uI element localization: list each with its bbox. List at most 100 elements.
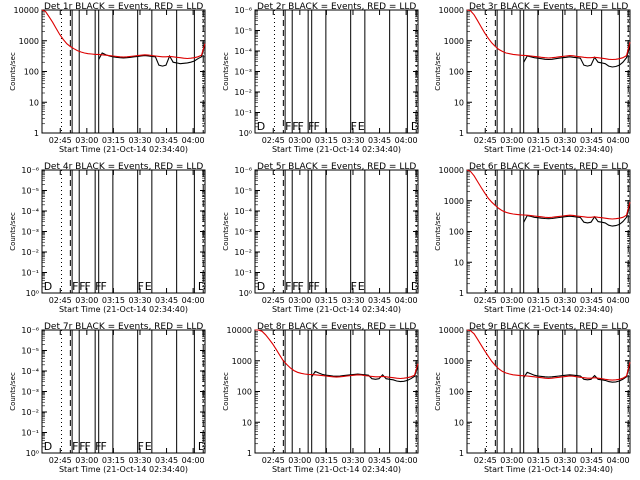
x-tick-label: 03:00	[75, 136, 98, 145]
x-tick-label: 03:15	[315, 136, 338, 145]
y-tick-label: 10⁻⁵	[234, 187, 252, 196]
flag-label: F	[138, 280, 144, 293]
panel-det-9r: Det 9r BLACK = Events, RED = LLD 1 10 100 10…	[434, 322, 631, 474]
panel-det-7r: Det 7r BLACK = Events, RED = LLD 10⁰ 10⁻¹ 1…	[9, 322, 206, 474]
flag-label: D	[411, 280, 419, 293]
flag-label: D	[257, 280, 265, 293]
plot-frame	[466, 169, 631, 294]
y-axis-label: Counts/sec	[222, 212, 230, 251]
series-lld-line	[466, 329, 631, 381]
y-tick-label: 10⁻⁶	[21, 166, 39, 175]
x-tick-label: 03:30	[128, 136, 151, 145]
panel-title: Det 8r BLACK = Events, RED = LLD	[257, 322, 416, 332]
series-lld-line	[466, 9, 631, 61]
y-tick-label: 1000	[444, 357, 464, 366]
flag-label: F	[285, 120, 291, 133]
panel-title: Det 2r BLACK = Events, RED = LLD	[257, 2, 416, 12]
flag-label: F	[351, 280, 357, 293]
x-tick-label: 02:45	[49, 296, 72, 305]
y-tick-label: 10000	[439, 166, 464, 175]
x-tick-label: 02:45	[49, 456, 72, 465]
flag-label: D	[198, 440, 206, 453]
flag-label: F	[298, 280, 304, 293]
y-axis-label: Counts/sec	[222, 372, 230, 411]
x-tick-label: 03:00	[500, 136, 523, 145]
flag-label: F	[79, 440, 85, 453]
y-tick-label: 10000	[439, 326, 464, 335]
y-tick-label: 100	[449, 388, 464, 397]
y-axis-label: Counts/sec	[9, 372, 17, 411]
y-tick-label: 10	[454, 258, 464, 267]
x-tick-label: 03:30	[128, 456, 151, 465]
panel-title: Det 1r BLACK = Events, RED = LLD	[44, 2, 203, 12]
y-tick-label: 1000	[444, 37, 464, 46]
flag-label: D	[411, 120, 419, 133]
x-tick-label: 03:45	[368, 456, 391, 465]
x-tick-label: 02:45	[474, 296, 497, 305]
x-tick-label: 04:00	[182, 296, 205, 305]
y-axis-label: Counts/sec	[9, 52, 17, 91]
panel-det-6r: Det 6r BLACK = Events, RED = LLD 1 10 100 10…	[434, 162, 631, 314]
y-tick-label: 10000	[439, 6, 464, 15]
x-tick-label: 03:30	[553, 296, 576, 305]
x-tick-label: 04:00	[395, 136, 418, 145]
flag-label: F	[95, 440, 101, 453]
y-tick-label: 10	[242, 418, 252, 427]
y-tick-label: 10⁻²	[21, 248, 39, 257]
flag-label: F	[95, 280, 101, 293]
x-axis-label: Start Time (21-Oct-14 02:34:40)	[484, 465, 613, 474]
y-tick-label: 100	[24, 68, 39, 77]
y-tick-label: 10⁻²	[21, 408, 39, 417]
plot-frame	[41, 329, 206, 454]
y-axis-label: Counts/sec	[434, 52, 442, 91]
y-tick-label: 10⁻¹	[234, 109, 252, 118]
panel-title: Det 5r BLACK = Events, RED = LLD	[257, 162, 416, 172]
y-tick-label: 10⁰	[26, 449, 39, 458]
x-axis-label: Start Time (21-Oct-14 02:34:40)	[484, 145, 613, 154]
flag-label: F	[313, 120, 319, 133]
plot-frame	[41, 9, 206, 134]
series-events-line	[98, 43, 206, 67]
panel-title: Det 4r BLACK = Events, RED = LLD	[44, 162, 203, 172]
panel-title: Det 9r BLACK = Events, RED = LLD	[469, 322, 628, 332]
x-tick-label: 04:00	[607, 136, 630, 145]
x-tick-label: 04:00	[182, 136, 205, 145]
y-tick-label: 1	[34, 129, 39, 138]
x-axis-label: Start Time (21-Oct-14 02:34:40)	[59, 305, 188, 314]
plot-frame	[254, 9, 419, 134]
x-tick-label: 04:00	[395, 296, 418, 305]
y-tick-label: 1	[459, 129, 464, 138]
plot-frame	[466, 329, 631, 454]
flag-label: E	[145, 280, 152, 293]
y-tick-label: 1	[247, 449, 252, 458]
x-axis-label: Start Time (21-Oct-14 02:34:40)	[272, 145, 401, 154]
x-tick-label: 04:00	[182, 456, 205, 465]
x-tick-label: 03:30	[341, 296, 364, 305]
x-tick-label: 04:00	[607, 456, 630, 465]
flag-label: F	[79, 280, 85, 293]
y-tick-label: 10⁻¹	[234, 269, 252, 278]
series-events-line	[523, 45, 631, 68]
x-tick-label: 03:15	[102, 136, 125, 145]
y-tick-label: 10⁻³	[234, 228, 252, 237]
x-tick-label: 03:45	[368, 296, 391, 305]
y-tick-label: 10⁻⁴	[21, 207, 39, 216]
x-tick-label: 03:45	[580, 296, 603, 305]
y-tick-label: 10⁻¹	[21, 429, 39, 438]
y-tick-label: 10⁻⁴	[234, 207, 252, 216]
y-tick-label: 10⁻⁵	[21, 347, 39, 356]
panel-det-1r: Det 1r BLACK = Events, RED = LLD 1 10 100 10…	[9, 2, 206, 154]
panel-det-8r: Det 8r BLACK = Events, RED = LLD 1 10 100 10…	[222, 322, 419, 474]
x-axis-label: Start Time (21-Oct-14 02:34:40)	[59, 465, 188, 474]
x-tick-label: 03:00	[500, 456, 523, 465]
panel-det-5r: Det 5r BLACK = Events, RED = LLD 10⁰ 10⁻¹ 1…	[222, 162, 419, 314]
x-tick-label: 03:30	[553, 456, 576, 465]
y-tick-label: 10	[29, 98, 39, 107]
y-tick-label: 100	[449, 68, 464, 77]
flag-label: F	[85, 280, 91, 293]
flag-label: E	[358, 120, 365, 133]
flag-label: F	[308, 120, 314, 133]
x-tick-label: 03:30	[553, 136, 576, 145]
x-axis-label: Start Time (21-Oct-14 02:34:40)	[59, 145, 188, 154]
series-events-line	[523, 203, 631, 227]
